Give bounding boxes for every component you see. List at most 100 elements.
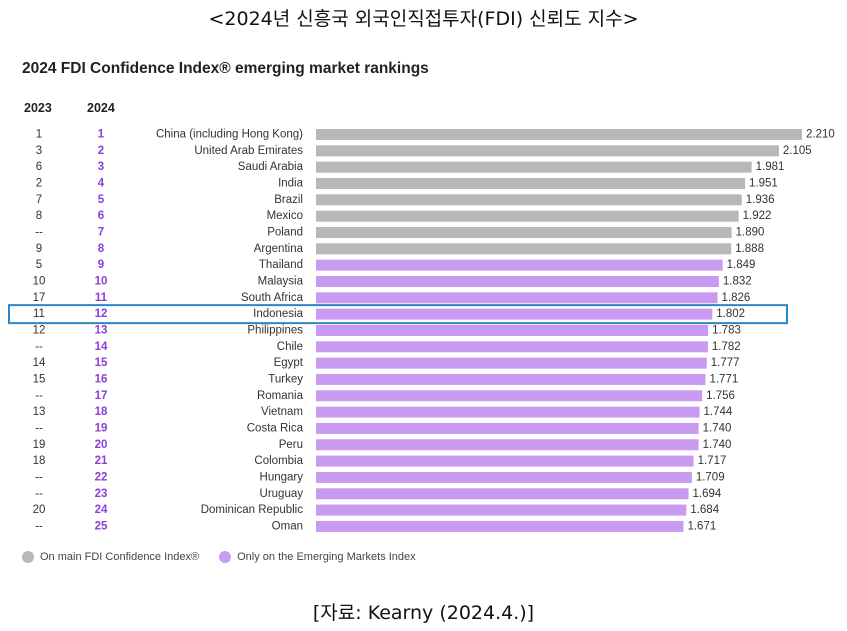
category-label: Poland xyxy=(267,227,303,239)
rank-2024-label: 15 xyxy=(95,357,108,369)
bar xyxy=(316,324,709,336)
legend-item-main: On main FDI Confidence Index® xyxy=(22,551,199,563)
value-label: 1.951 xyxy=(749,178,778,190)
category-label: Egypt xyxy=(274,357,304,369)
bar xyxy=(316,406,700,418)
korean-title: <2024년 신흥국 외국인직접투자(FDI) 신뢰도 지수> xyxy=(208,8,639,30)
value-label: 1.981 xyxy=(756,161,785,173)
category-label: Turkey xyxy=(268,373,303,385)
rank-2024-label: 5 xyxy=(98,194,105,206)
rank-2024-label: 9 xyxy=(98,259,104,271)
rank-2024-label: 25 xyxy=(95,520,108,532)
value-label: 1.922 xyxy=(743,210,772,222)
rank-2023-label: -- xyxy=(35,390,43,402)
category-label: Brazil xyxy=(274,194,303,206)
rank-2023-label: 5 xyxy=(36,259,42,271)
rank-2023-label: -- xyxy=(35,488,43,500)
rank-2023-label: 2 xyxy=(36,178,42,190)
rank-2023-label: 12 xyxy=(33,324,46,336)
rank-2023-label: 7 xyxy=(36,194,42,206)
rank-2023-label: 11 xyxy=(33,308,45,320)
legend-label-emerging: Only on the Emerging Markets Index xyxy=(237,551,416,563)
bar xyxy=(316,161,752,173)
category-label: South Africa xyxy=(241,292,304,304)
category-label: Oman xyxy=(272,520,303,532)
bar xyxy=(316,471,692,483)
value-label: 1.740 xyxy=(703,422,732,434)
bar xyxy=(316,210,739,222)
value-label: 1.717 xyxy=(698,455,727,467)
legend-swatch-main xyxy=(22,551,34,563)
category-label: Mexico xyxy=(267,210,303,222)
rank-2023-label: 3 xyxy=(36,145,42,157)
rank-2024-label: 19 xyxy=(95,422,108,434)
rank-2023-label: 20 xyxy=(33,504,46,516)
rank-2023-label: 15 xyxy=(33,373,46,385)
value-label: 1.888 xyxy=(735,243,764,255)
legend-swatch-emerging xyxy=(219,551,232,563)
rank-2023-label: 18 xyxy=(33,455,46,467)
rank-2024-label: 2 xyxy=(98,145,104,157)
rank-2024-label: 10 xyxy=(95,276,108,288)
category-label: Indonesia xyxy=(253,308,303,320)
value-label: 1.740 xyxy=(703,439,732,451)
bar xyxy=(316,292,718,304)
rank-2024-label: 7 xyxy=(98,227,104,239)
category-label: Dominican Republic xyxy=(201,504,304,516)
rank-2023-label: 6 xyxy=(36,161,42,173)
rank-2023-label: 8 xyxy=(36,210,42,222)
highlight-box xyxy=(8,304,788,325)
column-header-2023: 2023 xyxy=(24,101,52,115)
category-label: Hungary xyxy=(260,471,304,483)
rank-2024-label: 24 xyxy=(95,504,108,516)
rank-2024-label: 23 xyxy=(95,488,108,500)
rank-2023-label: 9 xyxy=(36,243,42,255)
category-label: Argentina xyxy=(254,243,304,255)
bar xyxy=(316,341,708,353)
rank-2024-label: 4 xyxy=(98,178,105,190)
rank-2023-label: 1 xyxy=(36,129,42,141)
rank-2023-label: 10 xyxy=(33,276,46,288)
category-label: Colombia xyxy=(254,455,303,467)
value-label: 1.802 xyxy=(716,308,745,320)
rank-2023-label: -- xyxy=(35,471,43,483)
rank-2024-label: 11 xyxy=(95,292,108,304)
value-label: 1.783 xyxy=(712,324,741,336)
rank-2024-label: 6 xyxy=(98,210,104,222)
bar xyxy=(316,275,719,287)
rank-2023-label: 14 xyxy=(33,357,46,369)
rank-2024-label: 12 xyxy=(95,308,108,320)
category-label: Romania xyxy=(257,390,304,402)
value-label: 1.771 xyxy=(709,373,738,385)
bar xyxy=(316,145,779,157)
bar xyxy=(316,243,732,255)
bar xyxy=(316,504,687,516)
category-label: Saudi Arabia xyxy=(238,161,304,173)
category-label: Philippines xyxy=(247,324,303,336)
value-label: 1.709 xyxy=(696,471,725,483)
rank-2024-label: 14 xyxy=(95,341,108,353)
legend-label-main: On main FDI Confidence Index® xyxy=(40,551,200,563)
category-label: Costa Rica xyxy=(247,422,304,434)
value-label: 2.105 xyxy=(783,145,812,157)
value-label: 1.694 xyxy=(693,488,722,500)
value-label: 1.777 xyxy=(711,357,740,369)
category-label: Malaysia xyxy=(258,276,304,288)
value-label: 1.826 xyxy=(722,292,751,304)
legend-item-emerging: Only on the Emerging Markets Index xyxy=(219,551,416,563)
value-label: 2.210 xyxy=(806,129,835,141)
category-label: Peru xyxy=(279,439,303,451)
source-note: [자료: Kearny (2024.4.)] xyxy=(312,602,535,624)
value-label: 1.756 xyxy=(706,390,735,402)
bar xyxy=(316,390,703,402)
category-label: Chile xyxy=(277,341,303,353)
bar xyxy=(316,177,746,189)
category-label: United Arab Emirates xyxy=(194,145,303,157)
value-label: 1.671 xyxy=(687,520,716,532)
rank-2024-label: 21 xyxy=(95,455,108,467)
value-label: 1.832 xyxy=(723,276,752,288)
category-label: Vietnam xyxy=(261,406,303,418)
bar xyxy=(316,129,802,140)
rank-2023-label: -- xyxy=(35,227,43,239)
value-label: 1.744 xyxy=(704,406,733,418)
